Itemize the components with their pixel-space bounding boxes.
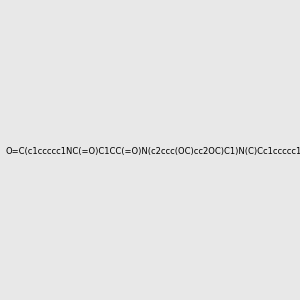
- Text: O=C(c1ccccc1NC(=O)C1CC(=O)N(c2ccc(OC)cc2OC)C1)N(C)Cc1ccccc1: O=C(c1ccccc1NC(=O)C1CC(=O)N(c2ccc(OC)cc2…: [6, 147, 300, 156]
